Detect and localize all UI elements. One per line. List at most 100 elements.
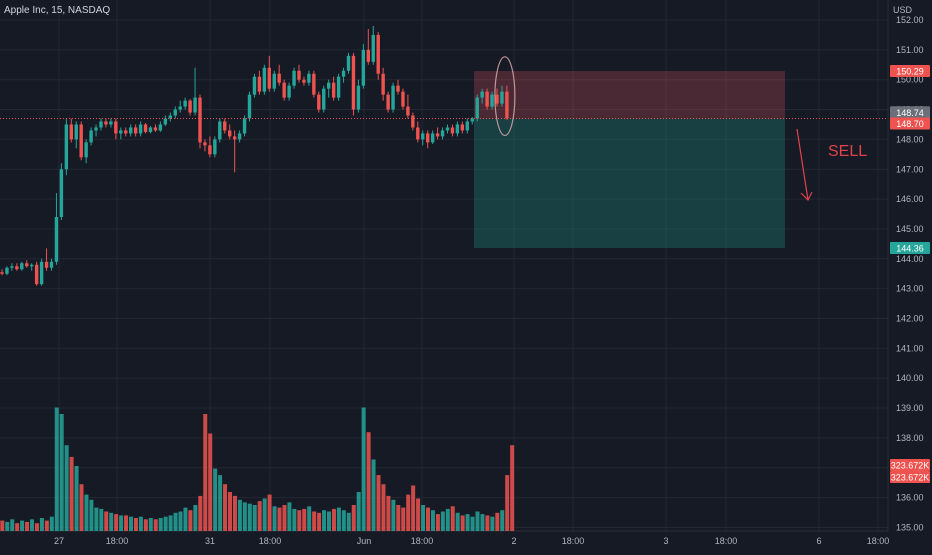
- y-tick-label: 138.00: [896, 433, 924, 443]
- candle-body: [307, 73, 311, 83]
- volume-bar: [411, 485, 416, 531]
- last-price-label-bg: [890, 106, 930, 119]
- volume-bar: [485, 515, 490, 531]
- volume-bar: [386, 495, 391, 531]
- stop-loss-area: [474, 71, 785, 119]
- volume-bar: [257, 501, 262, 531]
- candle-body: [371, 34, 375, 62]
- volume-bar: [39, 518, 44, 531]
- candle-body: [282, 82, 286, 98]
- volume-bar: [346, 512, 351, 531]
- candle-body: [252, 76, 257, 95]
- y-tick-label: 151.00: [896, 45, 924, 55]
- volume-bar: [460, 515, 465, 531]
- last-price-label: 148.74: [896, 108, 924, 118]
- target-price-label: 144.36: [896, 244, 924, 254]
- volume-bar: [99, 508, 104, 531]
- candle-body: [272, 73, 276, 89]
- volume-bar: [109, 512, 114, 531]
- volume-label-a: 323.672K: [891, 461, 930, 471]
- candle-body: [317, 94, 321, 110]
- volume-bar: [371, 459, 376, 531]
- volume-bar: [218, 475, 223, 531]
- candle-body: [485, 91, 489, 107]
- candle-body: [84, 142, 88, 158]
- candle-body: [133, 127, 138, 134]
- x-tick-label: 6: [816, 536, 821, 546]
- y-tick-label: 141.00: [896, 343, 924, 353]
- candle-body: [203, 142, 207, 146]
- sell-arrow-shaft: [796, 128, 809, 201]
- candle-body: [198, 97, 202, 143]
- volume-bar: [336, 507, 341, 531]
- candle-body: [30, 264, 34, 267]
- candle-body: [376, 34, 380, 74]
- candle-body: [242, 118, 247, 134]
- candle-body: [232, 136, 237, 140]
- volume-bar: [302, 508, 307, 531]
- candle-body: [460, 124, 465, 131]
- stop-loss-zone[interactable]: [474, 71, 785, 249]
- candle-body: [411, 115, 415, 128]
- volume-bar: [64, 445, 69, 531]
- volume-bar: [500, 510, 505, 531]
- candle-body: [79, 124, 83, 158]
- volume-bar: [183, 507, 188, 531]
- volume-bar: [143, 519, 148, 531]
- volume-bar: [79, 484, 84, 531]
- candle-body: [247, 94, 252, 119]
- candle-body: [426, 133, 430, 143]
- candle-body: [361, 49, 366, 86]
- volume-bar: [445, 508, 450, 531]
- volume-bar: [475, 511, 480, 531]
- candle-body: [292, 70, 296, 86]
- volume-bar: [277, 507, 282, 531]
- currency-label: USD: [893, 5, 913, 15]
- candle-body: [39, 261, 44, 285]
- candle-body: [445, 127, 450, 131]
- candle-body: [312, 73, 316, 95]
- x-tick-label: 18:00: [411, 536, 434, 546]
- price-axis[interactable]: 152.00151.00150.00149.00148.00147.00146.…: [896, 15, 924, 532]
- candle-body: [5, 267, 9, 274]
- candle-body: [49, 261, 54, 268]
- candle-body: [99, 121, 103, 128]
- volume-bar: [178, 511, 183, 531]
- sell-annotation: SELL: [828, 143, 867, 160]
- volume-bar: [10, 519, 15, 531]
- candle-body: [183, 100, 187, 107]
- volume-bar: [435, 514, 440, 531]
- y-tick-label: 144.00: [896, 254, 924, 264]
- volume-bar: [262, 498, 267, 531]
- volume-bar: [59, 414, 64, 531]
- stop-price-label-bg: [890, 65, 930, 78]
- candle-body: [430, 133, 435, 143]
- candle-body: [0, 272, 4, 274]
- candle-body: [44, 261, 49, 268]
- candle-body: [64, 124, 69, 170]
- x-tick-label: 18:00: [106, 536, 129, 546]
- candle-body: [262, 67, 267, 92]
- candle-body: [69, 124, 73, 140]
- volume-bar: [426, 507, 430, 531]
- candle-body: [218, 121, 222, 140]
- volume-bar: [406, 494, 411, 531]
- volume-bar: [490, 516, 495, 531]
- x-tick-label: 27: [54, 536, 64, 546]
- volume-label-b-bg: [890, 471, 930, 483]
- time-axis[interactable]: 27 18:00 31 18:00 Jun 18:00 2 18:00 3 18:00 6 18:00: [54, 536, 889, 546]
- candle-body: [495, 94, 499, 104]
- volume-label-b: 323.672K: [891, 473, 930, 483]
- volume-bar: [292, 508, 297, 531]
- volume-bar: [198, 495, 203, 531]
- candle-body: [25, 263, 29, 267]
- volume-bar: [124, 515, 129, 531]
- candle-body: [346, 55, 351, 71]
- candle-body: [173, 109, 177, 116]
- volume-bar: [307, 506, 312, 531]
- candle-body: [188, 100, 192, 113]
- volume-bar: [223, 484, 228, 531]
- candle-body: [124, 130, 128, 134]
